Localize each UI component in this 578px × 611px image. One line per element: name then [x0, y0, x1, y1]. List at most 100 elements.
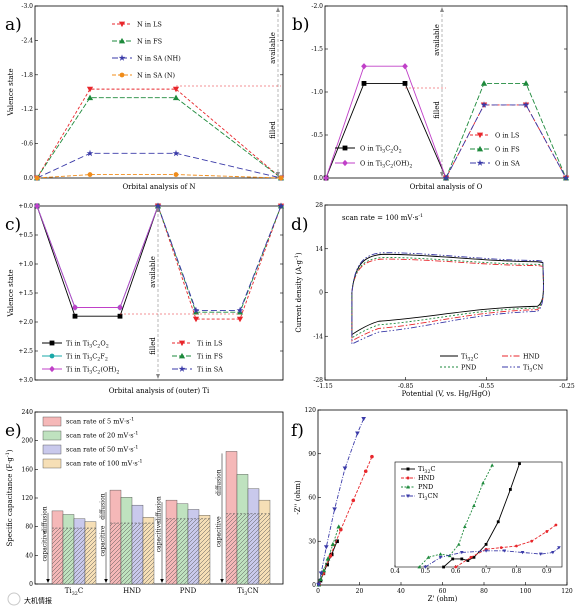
title-sup: -1 [418, 213, 423, 219]
formula-part: C [385, 145, 390, 153]
marker-triangle-up [456, 542, 461, 546]
marker-star [86, 149, 94, 157]
marker-star [522, 101, 530, 108]
series-pnd [316, 524, 342, 587]
legend-label: N in SA (NH) [137, 55, 181, 63]
series-line [36, 88, 282, 179]
series-line [36, 97, 282, 179]
inset-series-pnd [417, 463, 494, 569]
y-axis-label: -Z'' (ohm) [294, 480, 302, 514]
marker-star [178, 365, 186, 372]
y-tick-label: +3.0 [18, 377, 33, 384]
formula-part: 2 [409, 164, 412, 170]
formula-part: Ti [418, 492, 424, 500]
inset-x-tick-label: 0.4 [390, 568, 400, 575]
marker-star [172, 149, 180, 157]
marker-star [192, 306, 200, 314]
arrow-head [276, 7, 280, 12]
y-tick-label: 40 [25, 552, 33, 559]
formula-part: HND [523, 353, 540, 361]
y-tick-label: 60 [308, 495, 316, 502]
marker-star [480, 101, 488, 108]
marker-square [460, 557, 464, 561]
marker-square [466, 559, 470, 562]
formula-part: 3 [382, 164, 385, 170]
inset-x-tick-label: 0.7 [481, 568, 491, 575]
capacitive-label: capacitive [216, 516, 223, 547]
y-axis-label: Specific capacitance (F·g-1) [5, 449, 14, 546]
ylabel-sup: -1 [5, 452, 11, 457]
legend-label: PND [461, 364, 476, 372]
arrow-head [220, 579, 224, 583]
x-tick-label: -0.85 [398, 383, 414, 390]
legend-label: Ti in FS [197, 353, 223, 361]
marker-triangle-up [406, 485, 410, 489]
series-line [36, 152, 282, 179]
series-line [325, 82, 447, 179]
formula-part: Ti in Ti [66, 366, 89, 374]
y-tick-label: +1.5 [18, 290, 33, 297]
marker-square [518, 462, 521, 466]
y-tick-label: 0.0 [313, 175, 323, 182]
y-tick-label: 240 [22, 409, 34, 416]
legend-label: Ti in LS [197, 340, 223, 348]
marker-circle [173, 172, 179, 177]
diffusion-label: diffusion [42, 506, 49, 532]
marker-diamond [72, 304, 78, 311]
marker-circle [363, 469, 368, 474]
y-tick-label: -0.5 [311, 132, 323, 139]
formula-part: 2 [116, 370, 119, 376]
formula-part: C [385, 160, 390, 168]
formula-part: 2 [97, 357, 100, 363]
marker-triangle-down [406, 494, 410, 498]
formula-part: Ti [65, 587, 73, 595]
y-tick-label: 120 [305, 407, 317, 414]
formula-part: Ti in Ti [66, 340, 89, 348]
marker-triangle-down [476, 132, 484, 139]
marker-square [335, 539, 339, 544]
marker-triangle-down [318, 571, 324, 576]
marker-star [476, 159, 484, 166]
marker-diamond [323, 174, 329, 182]
panel-f: f) 0 30 60 90 120 0 20 40 60 80 100 120 -Z'' (ohm) Z' … [291, 407, 573, 603]
marker-triangle-up [330, 541, 336, 546]
marker-square [325, 562, 329, 567]
available-label: available [433, 24, 441, 56]
x-axis-label: Orbital analysis of (outer) Ti [109, 387, 210, 395]
series-ti-in-ti3c2o2 [34, 203, 161, 319]
y-tick-label: 200 [22, 438, 34, 445]
category-label: HND [123, 587, 141, 595]
legend-label: Ti3CN [523, 364, 543, 374]
cv-curve-1 [351, 258, 544, 342]
marker-triangle-up [426, 555, 431, 559]
y-tick-label: 80 [25, 524, 33, 531]
y-tick-label: -1.2 [21, 106, 33, 113]
y-tick-label: 160 [22, 466, 34, 473]
marker-triangle-down [86, 86, 94, 93]
inset-x-tick-label: 0.9 [542, 568, 552, 575]
formula-part: 3 [89, 370, 92, 376]
legend-label: Ti in Ti3C2O2 [66, 340, 109, 350]
series-o-in-ls [442, 102, 570, 182]
y-tick-label: +0.5 [18, 232, 33, 239]
formula-part: 2 [427, 469, 430, 475]
arrow-head [46, 579, 50, 583]
series-line [36, 174, 282, 179]
ylabel-end: ) [295, 252, 303, 255]
y-tick-label: -2.4 [21, 37, 33, 44]
formula-part: O in Ti [360, 145, 382, 153]
ylabel-sup: -1 [294, 255, 300, 260]
y-tick-label: -14 [313, 333, 323, 340]
x-tick-label: 80 [480, 588, 488, 595]
marker-triangle-up [236, 309, 244, 315]
plot-frame [34, 5, 284, 179]
watermark-logo [7, 592, 21, 606]
capacitive-label: capacitive [42, 530, 49, 561]
formula-part: 2 [97, 370, 100, 376]
series-ti-in-ti3c2f2 [34, 203, 161, 310]
marker-triangle-up [178, 352, 186, 359]
x-tick-label: 40 [397, 588, 405, 595]
